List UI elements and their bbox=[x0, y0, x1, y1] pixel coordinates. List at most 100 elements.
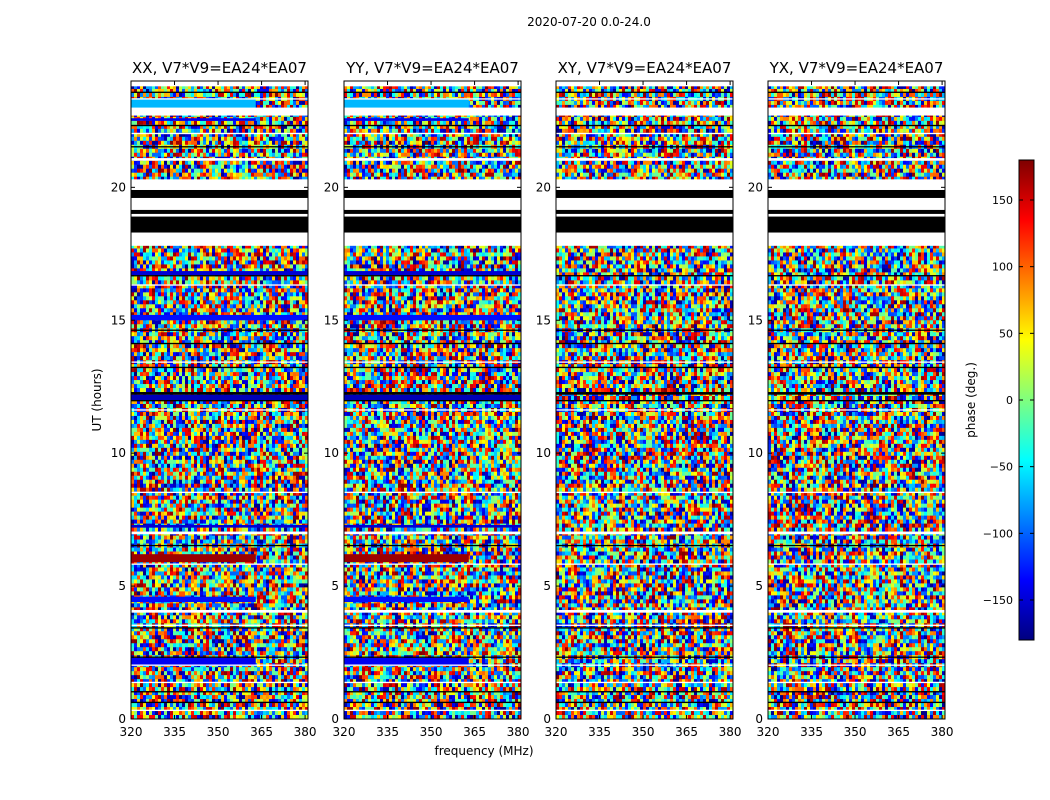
y-tick-label: 20 bbox=[748, 180, 763, 194]
dense-row bbox=[131, 275, 308, 277]
flagged-row bbox=[131, 132, 308, 135]
dense-row bbox=[556, 146, 733, 148]
dense-row bbox=[556, 691, 733, 693]
x-tick-label: 320 bbox=[757, 725, 780, 739]
dense-row bbox=[344, 342, 521, 345]
flagged-row bbox=[556, 361, 733, 363]
colorbar-tick-label: 0 bbox=[1006, 394, 1013, 407]
dense-row bbox=[768, 146, 945, 148]
dense-row bbox=[131, 146, 308, 148]
flagged-row bbox=[556, 284, 733, 286]
y-tick-label: 5 bbox=[543, 579, 551, 593]
dense-row bbox=[344, 701, 521, 704]
flagged-row bbox=[556, 624, 733, 626]
dense-row bbox=[131, 701, 308, 704]
dense-row bbox=[556, 216, 733, 233]
dense-row bbox=[556, 627, 733, 629]
flagged-row bbox=[131, 361, 308, 363]
panel-title: YY, V7*V9=EA24*EA07 bbox=[345, 59, 519, 77]
flagged-row bbox=[344, 361, 521, 363]
y-tick-label: 20 bbox=[324, 180, 339, 194]
dense-row bbox=[768, 366, 945, 369]
flagged-row bbox=[768, 681, 945, 684]
coherent-row bbox=[344, 314, 521, 321]
y-tick-label: 15 bbox=[536, 313, 551, 327]
dense-row bbox=[556, 701, 733, 704]
y-tick-label: 0 bbox=[755, 712, 763, 726]
x-tick-label: 380 bbox=[931, 725, 954, 739]
dense-row bbox=[131, 342, 308, 345]
coherent-row bbox=[344, 554, 469, 563]
coherent-row bbox=[344, 596, 469, 603]
x-tick-label: 320 bbox=[545, 725, 568, 739]
flagged-row bbox=[344, 81, 521, 87]
panel-yx: YX, V7*V9=EA24*EA07 320 335 350 365 380 0 5 10 15… bbox=[748, 59, 954, 739]
flagged-row bbox=[344, 213, 521, 217]
y-tick-label: 15 bbox=[111, 313, 126, 327]
flagged-row bbox=[344, 203, 521, 206]
dense-row bbox=[768, 691, 945, 693]
flagged-row bbox=[131, 681, 308, 684]
flagged-row bbox=[344, 98, 521, 100]
panel-xy: XY, V7*V9=EA24*EA07 320 335 350 365 380 0 5 10 15… bbox=[536, 59, 742, 739]
flagged-row bbox=[344, 107, 521, 116]
dense-row bbox=[768, 392, 945, 395]
flagged-row bbox=[344, 709, 521, 712]
y-tick-label: 10 bbox=[536, 446, 551, 460]
y-tick-label: 10 bbox=[324, 446, 339, 460]
x-tick-label: 350 bbox=[207, 725, 230, 739]
dense-row bbox=[556, 189, 733, 198]
dense-row bbox=[768, 329, 945, 331]
dense-row bbox=[768, 216, 945, 233]
y-tick-label: 5 bbox=[118, 579, 126, 593]
y-tick-label: 0 bbox=[543, 712, 551, 726]
figure-title: 2020-07-20 0.0-24.0 bbox=[527, 15, 651, 29]
dense-row bbox=[768, 275, 945, 277]
flagged-row bbox=[131, 203, 308, 206]
flagged-row bbox=[556, 664, 733, 666]
flagged-row bbox=[768, 709, 945, 712]
flagged-row bbox=[344, 531, 521, 535]
dense-row bbox=[344, 146, 521, 148]
dense-row bbox=[344, 392, 521, 395]
x-tick-label: 335 bbox=[376, 725, 399, 739]
colorbar: −150 −100 −50 0 50 100 150 bbox=[983, 159, 1035, 641]
flagged-row bbox=[768, 81, 945, 87]
y-tick-label: 10 bbox=[111, 446, 126, 460]
dense-row bbox=[344, 124, 521, 127]
flagged-row bbox=[344, 409, 521, 411]
dense-row bbox=[556, 91, 733, 93]
coherent-row bbox=[131, 118, 256, 121]
dense-row bbox=[131, 656, 308, 658]
flagged-row bbox=[344, 610, 521, 613]
flagged-row bbox=[768, 284, 945, 286]
panel-xx: XX, V7*V9=EA24*EA07 320 335 350 365 380 0 5 10 15… bbox=[111, 59, 317, 739]
flagged-row bbox=[131, 664, 308, 666]
dense-row bbox=[131, 329, 308, 331]
heatmap-cells bbox=[344, 81, 521, 719]
y-tick-label: 5 bbox=[755, 579, 763, 593]
panel-frame bbox=[130, 80, 309, 720]
dense-row bbox=[556, 329, 733, 331]
colorbar-tick-label: 100 bbox=[992, 261, 1013, 274]
colorbar-tick-label: −50 bbox=[990, 461, 1013, 474]
dense-row bbox=[768, 544, 945, 547]
coherent-row bbox=[344, 394, 521, 401]
dense-row bbox=[131, 400, 308, 402]
coherent-row bbox=[131, 554, 256, 563]
flagged-row bbox=[768, 98, 945, 100]
coherent-row bbox=[131, 596, 256, 603]
flagged-row bbox=[768, 624, 945, 626]
flagged-row bbox=[131, 98, 308, 100]
flagged-row bbox=[556, 531, 733, 535]
x-tick-label: 320 bbox=[120, 725, 143, 739]
x-tick-label: 350 bbox=[844, 725, 867, 739]
flagged-row bbox=[131, 213, 308, 217]
flagged-row bbox=[131, 158, 308, 161]
dense-row bbox=[344, 691, 521, 693]
dense-row bbox=[556, 209, 733, 214]
heatmap-cells bbox=[768, 81, 945, 719]
colorbar-tick-label: −100 bbox=[983, 527, 1013, 540]
dense-row bbox=[131, 366, 308, 369]
